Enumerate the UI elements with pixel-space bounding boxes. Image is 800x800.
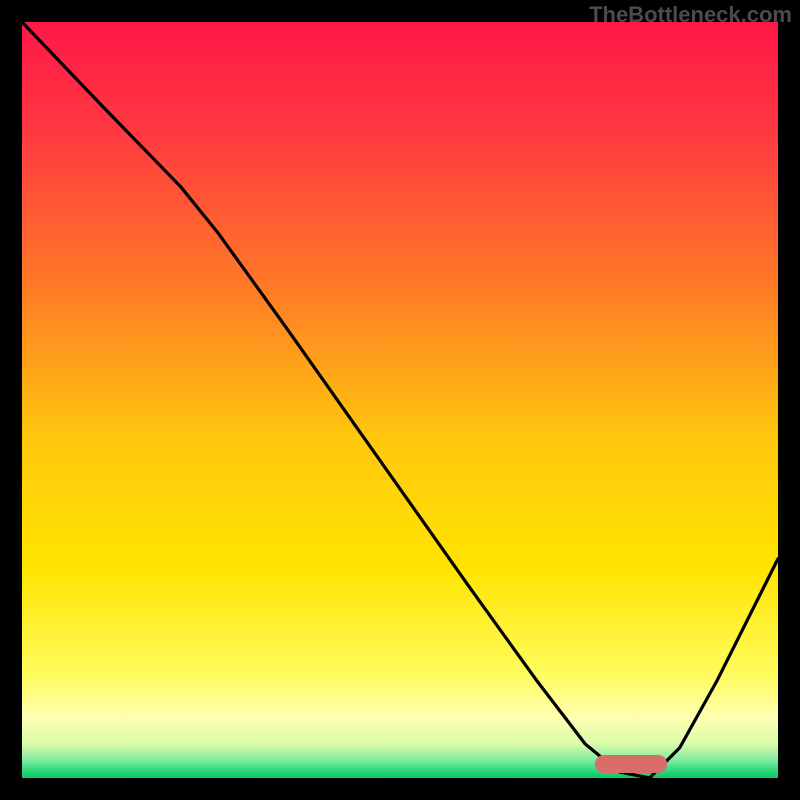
plot-area: [22, 22, 778, 778]
bottleneck-curve: [22, 22, 778, 778]
curve-svg: [22, 22, 778, 778]
chart-canvas: TheBottleneck.com: [0, 0, 800, 800]
watermark-text: TheBottleneck.com: [589, 2, 792, 28]
minimum-marker: [595, 755, 667, 773]
